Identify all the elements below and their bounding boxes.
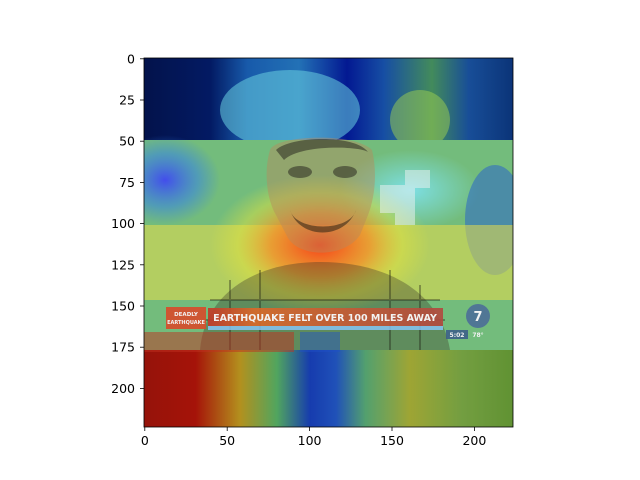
banner-headline: EARTHQUAKE FELT OVER 100 MILES AWAY <box>213 313 437 324</box>
banner-tag-line2: EARTHQUAKE <box>167 320 205 326</box>
y-tick-label: 150 <box>111 299 135 314</box>
y-axis: 0 25 50 75 100 125 150 175 200 <box>111 51 144 396</box>
banner-tag-line1: DEADLY <box>174 312 199 318</box>
y-tick-label: 75 <box>119 175 135 190</box>
news-banner: DEADLY EARTHQUAKE EARTHQUAKE FELT OVER 1… <box>166 304 490 339</box>
x-tick-label: 150 <box>380 433 404 448</box>
x-tick-label: 200 <box>462 433 486 448</box>
y-tick-label: 0 <box>127 51 135 66</box>
x-tick-label: 100 <box>298 433 322 448</box>
plot-frame <box>143 57 514 428</box>
banner-channel: 7 <box>473 310 482 325</box>
x-tick-label: 0 <box>141 433 149 448</box>
y-tick-label: 25 <box>119 93 135 108</box>
heatmap-image: DEADLY EARTHQUAKE EARTHQUAKE FELT OVER 1… <box>144 58 513 427</box>
y-tick-label: 50 <box>119 134 135 149</box>
y-tick-label: 100 <box>111 216 135 231</box>
y-tick-label: 125 <box>111 257 135 272</box>
x-tick-label: 50 <box>219 433 235 448</box>
banner-time: 5:02 <box>450 332 465 339</box>
x-axis: 0 50 100 150 200 <box>141 427 486 448</box>
y-tick-label: 175 <box>111 340 135 355</box>
banner-temp: 78° <box>472 332 483 339</box>
y-tick-label: 200 <box>111 381 135 396</box>
